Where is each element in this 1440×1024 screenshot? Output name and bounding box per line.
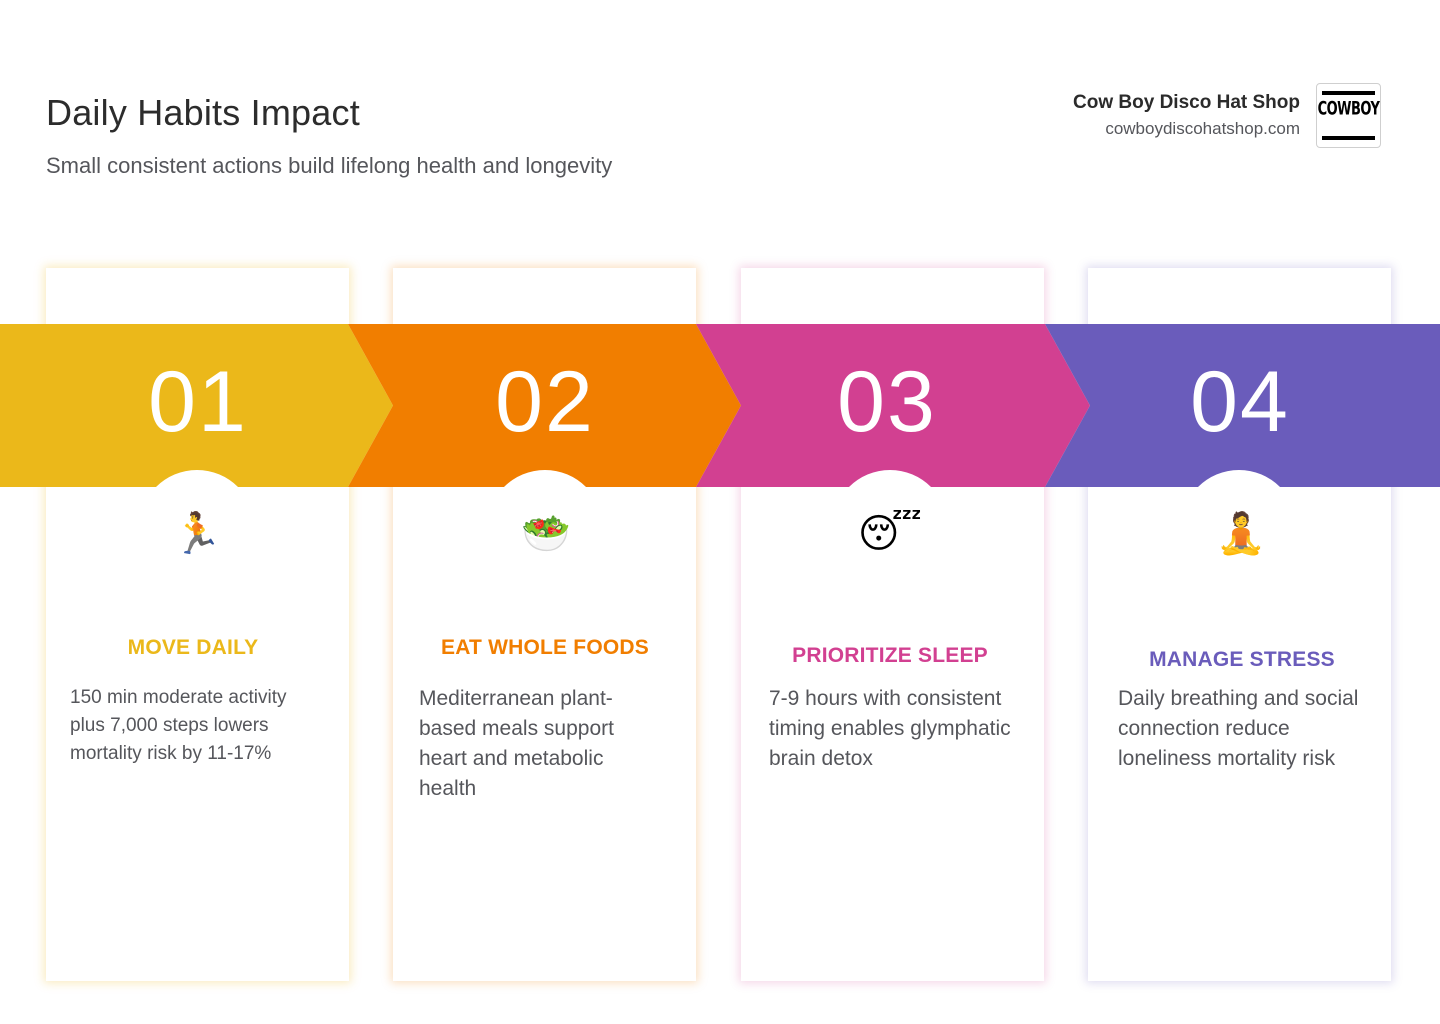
step-description-2: Mediterranean plant-based meals support … xyxy=(419,687,614,800)
brand-logo: COWBOY xyxy=(1316,83,1381,148)
chevron-2 xyxy=(348,324,741,487)
page-title: Daily Habits Impact xyxy=(46,92,360,133)
step-number-2: 02 xyxy=(495,354,595,450)
icon-circle-1 xyxy=(139,470,255,586)
step-number-3: 03 xyxy=(837,354,937,450)
person-running-icon: 🏃 xyxy=(172,511,222,557)
person-meditating-icon: 🧘 xyxy=(1216,511,1266,557)
logo-bar-top xyxy=(1322,91,1375,95)
green-salad-icon: 🥗 xyxy=(521,511,571,557)
chevron-1 xyxy=(0,324,393,487)
page-subtitle: Small consistent actions build lifelong … xyxy=(46,153,613,178)
step-title-4: MANAGE STRESS xyxy=(1149,648,1335,671)
icon-circle-4 xyxy=(1181,470,1297,586)
icon-circle-2 xyxy=(487,470,603,586)
step-description-3: 7-9 hours with consistent timing enables… xyxy=(769,687,1011,770)
logo-bar-bottom xyxy=(1322,136,1375,140)
brand-block: Cow Boy Disco Hat Shop cowboydiscohatsho… xyxy=(1073,90,1300,142)
chevron-band xyxy=(0,324,1440,487)
chevron-3 xyxy=(696,324,1090,487)
step-title-1: MOVE DAILY xyxy=(127,636,259,659)
icon-circle-3 xyxy=(832,470,948,586)
brand-url[interactable]: cowboydiscohatshop.com xyxy=(1105,119,1300,138)
step-description-1: 150 min moderate activity plus 7,000 ste… xyxy=(70,687,287,764)
step-number-4: 04 xyxy=(1190,354,1290,450)
brand-name: Cow Boy Disco Hat Shop xyxy=(1073,92,1300,113)
chevron-4 xyxy=(1045,324,1440,487)
step-title-2: EAT WHOLE FOODS xyxy=(441,636,649,659)
step-number-1: 01 xyxy=(148,354,248,450)
sleeping-face-icon: 😴 xyxy=(857,511,923,557)
step-description-4: Daily breathing and social connection re… xyxy=(1118,687,1359,770)
step-title-3: PRIORITIZE SLEEP xyxy=(792,644,988,667)
logo-text: COWBOY xyxy=(1317,98,1380,121)
